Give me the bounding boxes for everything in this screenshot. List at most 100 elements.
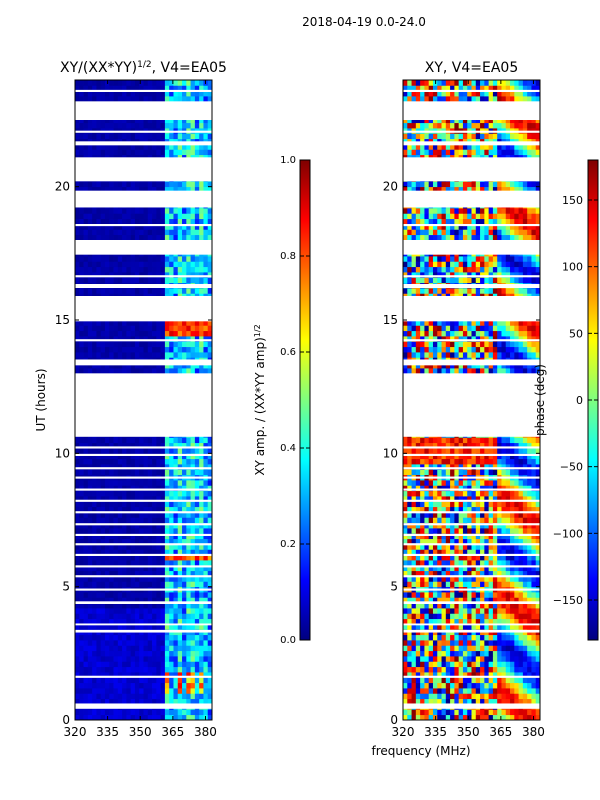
amp-heatmap-cell — [207, 469, 212, 476]
amp-heatmap-cell — [160, 330, 166, 337]
amp-heatmap-cell — [169, 645, 174, 652]
amp-heatmap-cell — [83, 325, 89, 332]
amp-heatmap-cell — [164, 224, 170, 230]
amp-heatmap-cell — [143, 602, 149, 609]
phase-heatmap-cell — [471, 714, 477, 720]
amp-heatmap-cell — [109, 352, 114, 358]
amp-heatmap-cell — [207, 122, 212, 129]
amp-heatmap-cell — [122, 485, 127, 492]
amp-heatmap-cell — [109, 570, 114, 577]
phase-heatmap-cell — [458, 602, 464, 609]
amp-heatmap-cell — [164, 693, 170, 700]
amp-heatmap-cell — [113, 277, 119, 284]
amp-heatmap-cell — [104, 688, 110, 694]
amp-heatmap-cell — [139, 506, 144, 513]
phase-heatmap-cell — [522, 613, 528, 620]
phase-heatmap-cell — [403, 597, 408, 604]
amp-heatmap-cell — [160, 186, 166, 193]
amp-heatmap-cell — [117, 437, 123, 444]
amp-heatmap-cell — [96, 608, 102, 614]
amp-heatmap-cell — [122, 506, 127, 513]
amp-heatmap-cell — [194, 624, 200, 630]
amp-heatmap-cell — [190, 709, 196, 716]
amp-heatmap-cell — [199, 496, 204, 502]
amp-heatmap-cell — [79, 517, 84, 524]
amp-heatmap-cell — [156, 90, 162, 97]
amp-heatmap-cell — [75, 602, 80, 609]
amp-heatmap-cell — [143, 565, 149, 572]
amp-heatmap-cell — [207, 85, 212, 92]
amp-heatmap-cell — [160, 288, 166, 294]
amp-heatmap-cell — [117, 576, 123, 582]
amp-heatmap-cell — [113, 688, 119, 694]
amp-heatmap-cell — [190, 368, 196, 374]
amp-heatmap-cell — [113, 80, 119, 86]
amp-heatmap-cell — [83, 650, 89, 657]
phase-heatmap-cell — [497, 714, 502, 720]
amp-heatmap-cell — [152, 613, 157, 620]
phase-heatmap-cell — [437, 554, 442, 561]
phase-heatmap-cell — [450, 698, 455, 705]
amp-heatmap-cell — [164, 218, 170, 225]
phase-heatmap-cell — [458, 549, 464, 556]
amp-heatmap-cell — [207, 602, 212, 609]
phase-heatmap-cell — [437, 656, 442, 662]
amp-heatmap-cell — [79, 496, 84, 502]
phase-heatmap-cell — [411, 677, 417, 684]
amp-heatmap-cell — [186, 234, 191, 241]
amp-heatmap-cell — [96, 352, 102, 358]
amp-heatmap-cell — [207, 234, 212, 241]
amp-heatmap-cell — [83, 266, 89, 273]
phase-heatmap-cell — [505, 682, 511, 689]
amp-heatmap-cell — [130, 528, 136, 534]
phase-heatmap-cell — [497, 688, 502, 694]
amp-heatmap-cell — [109, 709, 114, 716]
amp-heatmap-cell — [207, 208, 212, 214]
amp-heatmap-cell — [117, 501, 123, 508]
amp-heatmap-cell — [75, 714, 80, 720]
amp-heatmap-cell — [79, 698, 84, 705]
amp-heatmap-cell — [173, 640, 179, 646]
amp-heatmap-cell — [147, 576, 153, 582]
phase-heatmap-cell — [411, 602, 417, 609]
phase-heatmap-cell — [437, 645, 442, 652]
phase-heatmap-cell — [441, 570, 447, 577]
phase-heatmap-cell — [432, 608, 438, 614]
amp-heatmap-cell — [164, 538, 170, 545]
amp-heatmap-cell — [143, 330, 149, 337]
amp-heatmap-cell — [139, 213, 144, 220]
phase-heatmap-cell — [475, 538, 481, 545]
amp-heatmap-cell — [130, 288, 136, 294]
amp-heatmap-cell — [147, 496, 153, 502]
amp-heatmap-cell — [130, 549, 136, 556]
amp-heatmap-cell — [207, 501, 212, 508]
amp-heatmap-cell — [182, 565, 187, 572]
amp-heatmap-cell — [156, 650, 162, 657]
amp-heatmap-cell — [156, 453, 162, 460]
amp-heatmap-cell — [182, 122, 187, 129]
phase-heatmap-cell — [407, 714, 412, 720]
amp-heatmap-cell — [147, 437, 153, 444]
amp-heatmap-cell — [207, 693, 212, 700]
amp-heatmap-cell — [117, 512, 123, 518]
phase-heatmap-cell — [403, 714, 408, 720]
amp-heatmap-cell — [122, 554, 127, 561]
amp-heatmap-cell — [177, 682, 183, 689]
amp-heatmap-cell — [139, 362, 144, 369]
amp-heatmap-cell — [75, 522, 80, 529]
phase-heatmap-cell — [527, 560, 532, 566]
amp-heatmap-cell — [160, 346, 166, 353]
phase-heatmap-cell — [518, 613, 524, 620]
phase-heatmap-cell — [454, 709, 460, 716]
amp-heatmap-cell — [203, 698, 209, 705]
phase-heatmap-cell — [505, 554, 511, 561]
phase-heatmap-cell — [415, 608, 421, 614]
amp-heatmap-cell — [134, 144, 140, 150]
amp-heatmap-cell — [199, 490, 204, 497]
phase-heatmap-cell — [450, 672, 455, 678]
phase-heatmap-cell — [522, 608, 528, 614]
amp-heatmap-cell — [122, 234, 127, 241]
amp-heatmap-cell — [83, 597, 89, 604]
amp-heatmap-cell — [194, 650, 200, 657]
phase-heatmap-cell — [480, 549, 485, 556]
